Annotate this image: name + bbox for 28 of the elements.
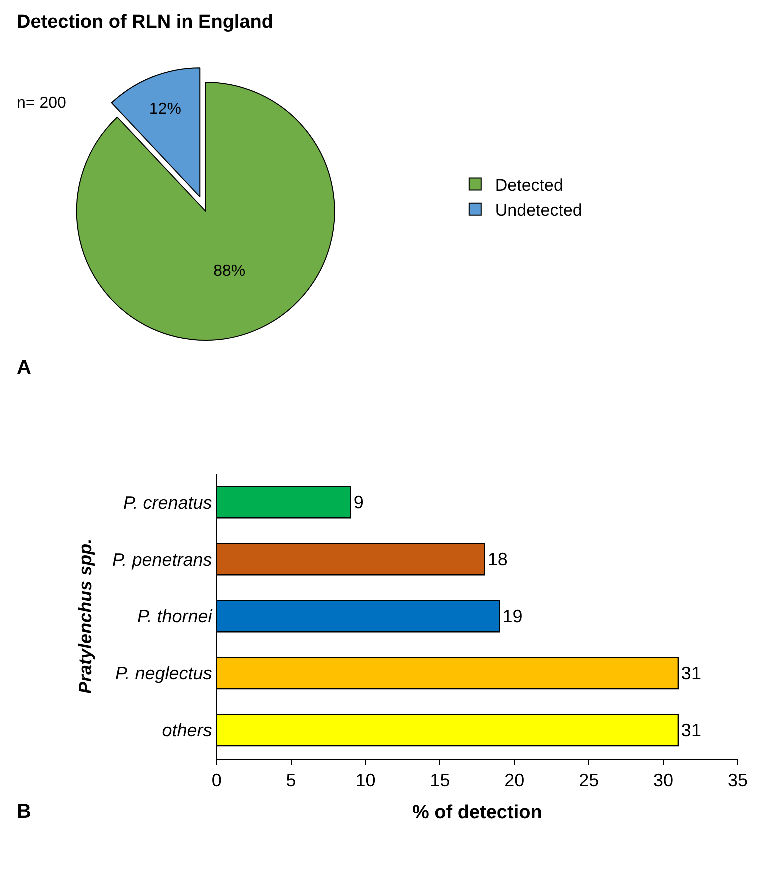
x-axis-title: % of detection — [412, 802, 542, 824]
legend-label: Undetected — [495, 201, 582, 220]
data-label: 88% — [214, 262, 246, 280]
y-tick-label: P. neglectus — [116, 664, 212, 684]
data-label: 19 — [502, 606, 523, 626]
y-tick-label: P. thornei — [138, 606, 214, 627]
text: n= 200 — [17, 95, 66, 112]
x-tick-label: 35 — [728, 770, 748, 790]
y-tick-label: P. penetrans — [112, 550, 212, 570]
legend-label: Detected — [495, 176, 564, 195]
x-tick-label: 5 — [286, 770, 296, 790]
y-axis-title: Pratylenchus spp. — [76, 538, 96, 694]
chart-title: Detection of RLN in England — [17, 12, 274, 33]
text: A — [17, 357, 32, 379]
y-tick-label: P. crenatus — [124, 492, 212, 513]
data-label: 31 — [681, 663, 702, 684]
x-tick-label: 20 — [504, 770, 525, 790]
x-tick-label: 25 — [579, 770, 600, 790]
y-tick-label: others — [162, 720, 212, 741]
data-label: 12% — [149, 100, 182, 118]
data-label: 18 — [488, 549, 508, 570]
x-tick-label: 0 — [212, 770, 222, 790]
text: B — [17, 801, 32, 823]
x-tick-label: 15 — [430, 770, 450, 790]
data-label: 9 — [354, 492, 364, 512]
x-tick-label: 10 — [356, 770, 376, 790]
data-label: 31 — [681, 720, 702, 740]
x-tick-label: 30 — [654, 770, 674, 790]
